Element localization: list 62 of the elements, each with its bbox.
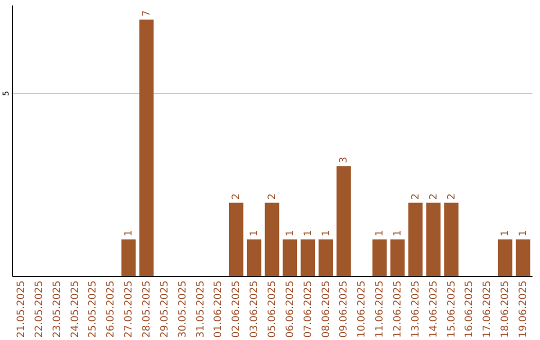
data-label: 2	[410, 193, 422, 200]
bar	[444, 202, 458, 276]
bar	[228, 202, 244, 276]
x-tick-label: 17.06.2025	[482, 280, 494, 338]
x-tick-label: 06.06.2025	[284, 280, 296, 338]
x-tick-label: 28.05.2025	[141, 280, 152, 338]
data-label: 7	[141, 10, 152, 17]
x-tick-label: 01.06.2025	[213, 280, 224, 338]
bar	[372, 239, 387, 276]
bar	[336, 166, 351, 276]
x-tick-label: 25.05.2025	[88, 280, 99, 338]
bar	[390, 239, 405, 276]
x-tick-label: 09.06.2025	[338, 280, 350, 338]
x-tick-label: 11.06.2025	[374, 280, 386, 338]
bar	[264, 202, 280, 276]
data-label: 1	[302, 230, 314, 236]
x-tick-label: 05.06.2025	[267, 280, 278, 338]
x-tick-label: 02.06.2025	[231, 280, 242, 338]
data-label: 1	[249, 230, 260, 236]
data-label: 1	[500, 230, 512, 236]
bar	[300, 239, 316, 276]
data-label: 1	[320, 230, 332, 236]
x-tick-label: 24.05.2025	[70, 280, 81, 338]
x-tick-label: 18.06.2025	[500, 280, 512, 338]
bar	[246, 239, 262, 276]
data-label: 2	[231, 193, 242, 200]
bar	[498, 239, 512, 276]
data-label: 1	[392, 230, 404, 236]
x-tick-label: 15.06.2025	[446, 280, 458, 338]
x-tick-label: 13.06.2025	[410, 280, 422, 338]
bar	[121, 239, 136, 276]
x-tick-label: 21.05.2025	[16, 280, 27, 338]
data-label: 1	[124, 230, 135, 236]
x-tick-label: 27.05.2025	[124, 280, 135, 338]
data-label: 1	[374, 230, 386, 236]
bar	[426, 202, 441, 276]
data-label: 1	[284, 230, 296, 236]
x-tick-label: 26.05.2025	[106, 280, 117, 338]
x-tick-label: 19.06.2025	[518, 280, 530, 338]
x-tick-label: 23.05.2025	[52, 280, 63, 338]
x-tick-label: 14.06.2025	[428, 280, 440, 338]
x-tick-label: 03.06.2025	[249, 280, 260, 338]
bar	[139, 20, 154, 276]
x-tick-label: 29.05.2025	[159, 280, 170, 338]
data-label: 1	[518, 230, 530, 236]
bar	[516, 239, 530, 276]
x-tick-label: 31.05.2025	[195, 280, 206, 338]
bar	[318, 239, 333, 276]
x-tick-label: 22.05.2025	[34, 280, 45, 338]
data-label: 3	[338, 156, 350, 164]
x-tick-label: 16.06.2025	[464, 280, 476, 338]
x-tick-label: 30.05.2025	[177, 280, 188, 338]
x-tick-label: 12.06.2025	[392, 280, 404, 338]
x-tick-label: 07.06.2025	[302, 280, 314, 338]
x-tick-label: 08.06.2025	[320, 280, 332, 338]
data-label: 2	[446, 193, 458, 200]
x-tick-label: 10.06.2025	[356, 280, 368, 338]
bar	[408, 202, 423, 276]
bar	[282, 239, 298, 276]
data-label: 2	[267, 193, 278, 200]
data-label: 2	[428, 193, 440, 200]
y-tick-label: 5	[2, 90, 10, 96]
